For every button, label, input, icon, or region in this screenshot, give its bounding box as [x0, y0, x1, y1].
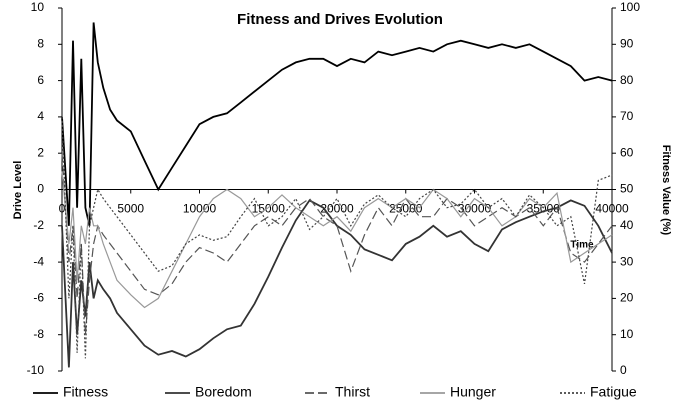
y2-tick-label: 20 [620, 291, 634, 305]
y-tick-label: -4 [33, 254, 44, 268]
y2-tick-label: 50 [620, 182, 634, 196]
series-line [61, 153, 613, 335]
y-tick-label: 4 [37, 109, 44, 123]
x-tick-label: 15000 [252, 202, 286, 216]
y-tick-label: 2 [37, 145, 44, 159]
legend-label: Thirst [335, 384, 370, 400]
y-tick-label: 0 [37, 182, 44, 196]
x-tick-label: 5000 [117, 202, 144, 216]
y-tick-label: 8 [37, 36, 44, 50]
y2-axis-label: Fitness Value (%) [660, 145, 672, 236]
series-line [61, 171, 613, 309]
y-tick-label: -10 [27, 363, 45, 377]
y-tick-label: -6 [33, 291, 44, 305]
series-line [61, 116, 613, 359]
y-axis-label: Drive Level [12, 161, 24, 220]
y2-tick-label: 40 [620, 218, 634, 232]
y2-tick-label: 0 [620, 363, 627, 377]
y-tick-label: 10 [31, 0, 45, 14]
x-tick-label: 10000 [183, 202, 217, 216]
y-tick-label: -8 [33, 327, 44, 341]
y-tick-label: 6 [37, 73, 44, 87]
legend-label: Fitness [63, 384, 108, 400]
y2-tick-label: 100 [620, 0, 640, 14]
x-tick-label: 20000 [320, 202, 354, 216]
y2-tick-label: 10 [620, 327, 634, 341]
y2-tick-label: 70 [620, 109, 634, 123]
chart-title: Fitness and Drives Evolution [237, 11, 443, 28]
y2-tick-label: 30 [620, 254, 634, 268]
x-tick-label: 0 [59, 202, 66, 216]
legend-label: Fatigue [590, 384, 637, 400]
legend-label: Hunger [450, 384, 496, 400]
y-tick-label: -2 [33, 218, 44, 232]
x-tick-label: 40000 [595, 202, 629, 216]
series-line [61, 199, 613, 368]
annotation: Time [570, 240, 594, 251]
x-tick-label: 35000 [527, 202, 561, 216]
x-tick-label: 30000 [458, 202, 492, 216]
y2-tick-label: 60 [620, 145, 634, 159]
series-line [61, 22, 613, 226]
y2-tick-label: 90 [620, 36, 634, 50]
y2-tick-label: 80 [620, 73, 634, 87]
legend-label: Boredom [195, 384, 252, 400]
